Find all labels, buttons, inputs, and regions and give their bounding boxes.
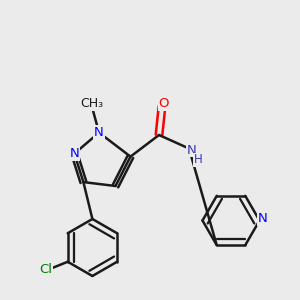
Text: N: N	[258, 212, 267, 226]
Text: Cl: Cl	[39, 263, 52, 276]
Text: N: N	[94, 126, 104, 139]
Text: O: O	[158, 97, 169, 110]
Text: CH₃: CH₃	[80, 97, 103, 110]
Text: H: H	[194, 153, 202, 167]
Text: N: N	[70, 147, 79, 160]
Text: N: N	[187, 143, 197, 157]
